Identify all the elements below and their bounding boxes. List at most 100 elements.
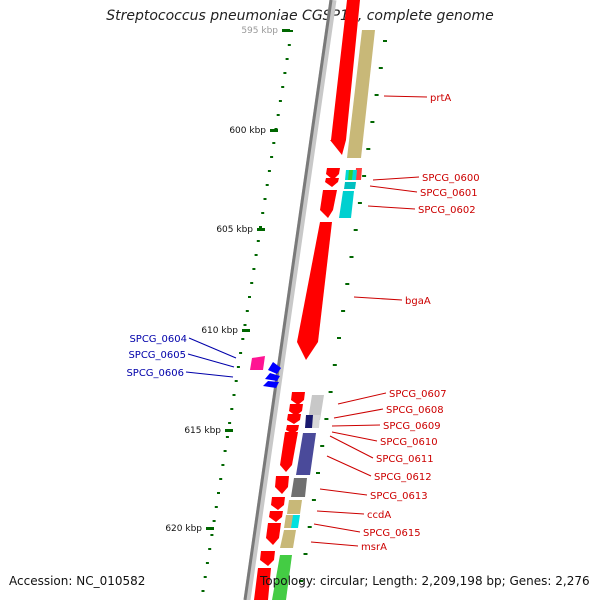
scale-label: 600 kbp: [229, 126, 266, 136]
guide-dot: [383, 40, 387, 42]
leader-line: [319, 488, 368, 496]
guide-dot: [349, 256, 354, 258]
guide-dots: [201, 30, 387, 592]
guide-dot: [210, 534, 214, 536]
gene-arrow-0608: [289, 404, 303, 416]
leader-line: [185, 371, 234, 378]
feature-box-0607: [308, 395, 324, 420]
guide-dot: [278, 100, 282, 102]
gene-label-bgaa[interactable]: bgaA: [405, 296, 431, 307]
guide-dot: [374, 94, 379, 96]
gene-arrow-0609: [287, 414, 301, 424]
gene-arrow-0615: [266, 523, 281, 545]
guide-dot: [208, 548, 212, 550]
gene-arrow-0601: [325, 178, 339, 187]
guide-dot: [341, 310, 346, 312]
accession-text: Accession: NC_010582: [9, 574, 146, 588]
scale-tick: [225, 429, 233, 432]
guide-dot: [311, 499, 316, 501]
guide-dot: [303, 553, 308, 555]
gene-label-spcg_0612[interactable]: SPCG_0612: [374, 472, 432, 483]
gene-label-msra[interactable]: msrA: [361, 542, 387, 553]
guide-dot: [225, 436, 229, 438]
leader-line: [187, 353, 235, 368]
scale-tick: [206, 527, 214, 530]
leader-line: [383, 95, 428, 98]
gene-arrow-0607: [291, 392, 305, 405]
leader-line: [188, 337, 237, 359]
guide-dot: [316, 472, 320, 474]
feature-box-0601: [344, 182, 356, 189]
guide-dot: [259, 226, 262, 228]
gene-arrow-0602: [320, 190, 337, 218]
guide-dot: [261, 212, 265, 214]
gene-label-spcg_0613[interactable]: SPCG_0613: [370, 491, 428, 502]
guide-dot: [252, 268, 256, 270]
leader-line: [310, 541, 359, 547]
gene-label-spcg_0604[interactable]: SPCG_0604: [129, 334, 187, 345]
gene-label-spcg_0602[interactable]: SPCG_0602: [418, 205, 476, 216]
gene-arrow-bgaA: [297, 222, 332, 360]
gene-label-spcg_0607[interactable]: SPCG_0607: [389, 389, 447, 400]
leader-line: [331, 424, 381, 427]
forward-genes: [254, 0, 360, 600]
feature-track: [272, 30, 375, 600]
guide-dot: [378, 67, 383, 69]
guide-dot: [228, 422, 232, 424]
gene-label-spcg_0606[interactable]: SPCG_0606: [126, 368, 184, 379]
feature-box-0602: [339, 191, 354, 218]
gene-label-spcg_0608[interactable]: SPCG_0608: [386, 405, 444, 416]
guide-dot: [362, 175, 367, 177]
gene-label-spcg_0611[interactable]: SPCG_0611: [376, 454, 434, 465]
guide-dot: [214, 506, 218, 508]
guide-dot: [221, 464, 225, 466]
guide-dot: [201, 590, 205, 592]
guide-dot: [263, 198, 267, 200]
guide-dot: [337, 337, 341, 339]
gene-arrow-next: [254, 568, 271, 600]
gene-label-ccda[interactable]: ccdA: [367, 510, 391, 521]
gene-labels[interactable]: prtA SPCG_0600 SPCG_0601 SPCG_0602 bgaA SPCG_…: [126, 93, 479, 553]
gene-label-spcg_0605[interactable]: SPCG_0605: [128, 350, 186, 361]
guide-dot: [320, 445, 325, 447]
gene-label-spcg_0609[interactable]: SPCG_0609: [383, 421, 441, 432]
guide-dot: [283, 72, 287, 74]
leader-line: [333, 408, 384, 419]
guide-dot: [357, 202, 362, 204]
scale-ticks: [206, 29, 290, 530]
leader-line: [369, 185, 418, 193]
guide-dot: [212, 520, 216, 522]
scale-label: 610 kbp: [201, 326, 238, 336]
gene-label-spcg_0615[interactable]: SPCG_0615: [363, 528, 421, 539]
guide-dot: [353, 229, 358, 231]
guide-dot: [254, 254, 258, 256]
guide-dot: [285, 58, 289, 60]
guide-dot: [245, 310, 249, 312]
gene-label-spcg_0600[interactable]: SPCG_0600: [422, 173, 480, 184]
guide-dot: [248, 296, 251, 298]
guide-dot: [345, 283, 350, 285]
leader-line: [313, 523, 361, 533]
guide-dot: [281, 86, 285, 88]
guide-dot: [217, 492, 220, 494]
guide-dot: [370, 121, 375, 123]
scale-tick: [282, 29, 290, 32]
gene-arrow-prtA: [330, 0, 360, 155]
gene-label-spcg_0610[interactable]: SPCG_0610: [380, 437, 438, 448]
leader-line: [326, 455, 372, 477]
guide-dot: [270, 156, 274, 158]
guide-dot: [307, 526, 312, 528]
guide-dot: [239, 352, 243, 354]
feature-box-next: [272, 555, 292, 600]
guide-dot: [232, 394, 236, 396]
gene-label-spcg_0601[interactable]: SPCG_0601: [420, 188, 478, 199]
gene-label-prta[interactable]: prtA: [430, 93, 451, 104]
guide-dot: [287, 44, 291, 46]
guide-dot: [272, 142, 276, 144]
guide-dot: [267, 170, 271, 172]
gene-arrow-0610: [286, 425, 299, 434]
scale-tick: [242, 329, 250, 332]
scale-tick: [270, 129, 278, 132]
guide-dot: [299, 580, 304, 582]
